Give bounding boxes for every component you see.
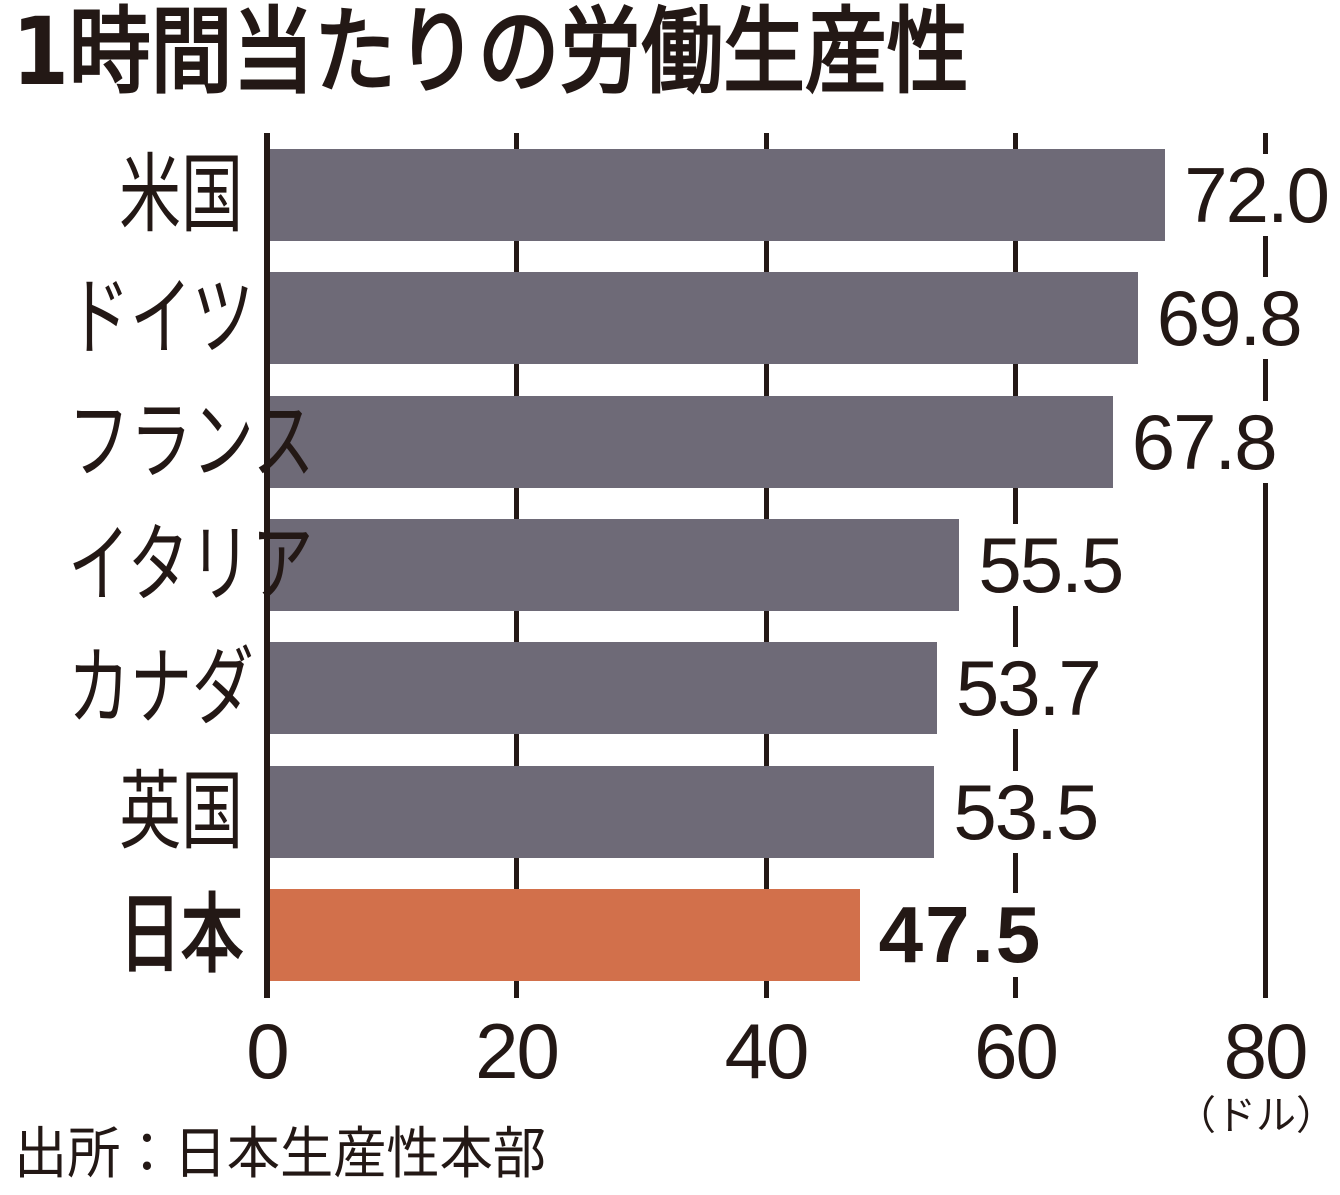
chart-title: 1時間当たりの労働生産性	[12, 0, 969, 107]
category-label: フランス	[68, 391, 315, 492]
value-label: 53.5	[947, 770, 1104, 853]
bar-segment	[270, 272, 1138, 365]
category-label: 米国	[119, 145, 243, 245]
value-label: 67.8	[1125, 400, 1282, 483]
gridline-x80	[1262, 133, 1268, 998]
bar-segment	[270, 149, 1166, 241]
axis-unit-label: （ドル）	[1176, 1093, 1336, 1139]
value-label: 69.8	[1150, 277, 1307, 360]
category-label: イタリア	[68, 515, 314, 615]
y-axis-line	[264, 133, 270, 998]
bar-segment	[270, 642, 937, 735]
source-note: 出所：日本生産性本部	[14, 1122, 546, 1187]
x-tick-label: 60	[974, 1007, 1059, 1095]
bar-segment-highlight	[270, 889, 860, 981]
value-label: 53.7	[949, 647, 1106, 730]
x-tick-label: 20	[475, 1007, 560, 1095]
x-tick-label: 40	[724, 1007, 810, 1095]
category-label: 英国	[119, 761, 243, 862]
bar-segment	[270, 519, 960, 611]
value-label: 72.0	[1178, 154, 1334, 236]
category-label: カナダ	[68, 638, 254, 739]
x-tick-label: 0	[246, 1007, 289, 1095]
bar-segment	[270, 765, 935, 858]
value-label: 47.5	[872, 893, 1049, 977]
x-tick-label: 80	[1223, 1007, 1309, 1095]
category-label: ドイツ	[68, 268, 254, 369]
value-label: 55.5	[972, 524, 1129, 606]
category-label: 日本	[119, 885, 243, 985]
bar-segment	[270, 395, 1113, 488]
